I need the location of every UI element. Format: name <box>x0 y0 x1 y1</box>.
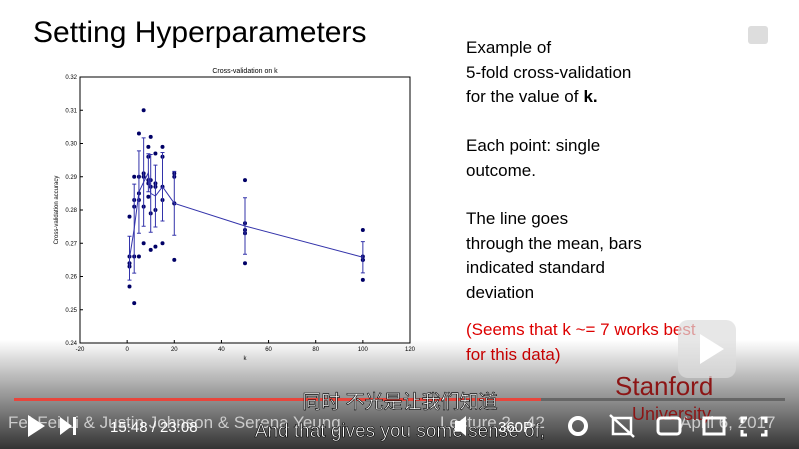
footer-authors: Fei-Fei Li & Justin Johnson & Serena Yeu… <box>8 413 341 432</box>
miniplayer-button[interactable] <box>656 416 682 436</box>
progress-played <box>14 398 541 401</box>
data-point <box>136 254 141 259</box>
data-point <box>160 241 165 246</box>
captions-off-button[interactable] <box>609 414 635 438</box>
y-axis-label: Cross-validation accuracy <box>54 176 60 245</box>
subtitle-en: And that gives you some sense of, <box>255 421 545 442</box>
note-line: Each point: single <box>466 136 601 155</box>
error-bar <box>153 164 158 228</box>
control-gradient <box>0 340 799 449</box>
data-point <box>127 284 132 289</box>
y-tick-label: 0.25 <box>65 308 77 314</box>
settings-button[interactable] <box>568 416 588 436</box>
note-line: The line goes <box>466 209 569 228</box>
error-bar <box>360 241 365 274</box>
data-point <box>146 144 151 149</box>
y-tick-label: 0.30 <box>65 142 77 148</box>
error-bar <box>141 137 146 227</box>
data-point <box>136 131 141 136</box>
quality-button[interactable]: 360P <box>498 419 533 436</box>
next-button[interactable] <box>60 417 76 435</box>
error-bar <box>132 183 137 274</box>
slide-title: Setting Hyperparameters <box>33 16 367 49</box>
error-bar <box>136 150 141 234</box>
y-tick-label: 0.31 <box>65 108 77 114</box>
watermark-play-icon <box>700 334 724 364</box>
bold-k: k. <box>583 87 598 106</box>
chart-title: Cross-validation on k <box>212 68 278 75</box>
note-line: Example of <box>466 38 552 57</box>
help-icon[interactable] <box>748 26 768 44</box>
error-bar <box>243 197 247 255</box>
data-point <box>132 301 137 306</box>
data-point <box>160 144 165 149</box>
note-line: through the mean, bars <box>466 233 642 253</box>
data-point <box>146 194 151 199</box>
note-paragraph: The line goes through the mean, bars indic… <box>466 207 642 305</box>
data-point <box>360 227 365 232</box>
error-bar <box>172 170 177 236</box>
note-line: indicated standard <box>466 258 605 277</box>
data-point <box>153 151 158 156</box>
data-point <box>153 244 158 249</box>
y-tick-label: 0.28 <box>65 208 77 214</box>
data-point <box>127 214 132 219</box>
note-line: deviation <box>466 282 535 302</box>
subtitle-zh: 同时 不光是让我们知道 <box>302 391 497 413</box>
note-line: for the value of k. <box>466 85 631 110</box>
error-bar <box>146 153 151 193</box>
data-point <box>141 241 146 246</box>
footer-school2: University <box>632 404 711 424</box>
volume-button[interactable] <box>455 416 466 436</box>
error-bar <box>127 235 132 281</box>
note-line: 5-fold cross-validation <box>466 62 632 82</box>
time-display: 15:48 / 23:08 <box>110 419 198 436</box>
data-point <box>132 174 137 179</box>
play-button[interactable] <box>28 415 45 437</box>
data-point <box>360 277 365 282</box>
data-point <box>172 257 177 262</box>
note-line: outcome. <box>466 160 536 180</box>
note-paragraph: Each point: single outcome. <box>466 134 600 183</box>
data-point <box>243 178 247 183</box>
note-paragraph: Example of 5-fold cross-validation for the… <box>466 36 631 110</box>
error-bar <box>160 151 165 222</box>
y-tick-label: 0.27 <box>65 241 77 247</box>
theater-button[interactable] <box>702 416 726 436</box>
fullscreen-button[interactable] <box>740 416 768 437</box>
y-tick-label: 0.32 <box>65 75 77 81</box>
data-point <box>148 134 153 139</box>
data-point <box>148 247 153 252</box>
y-tick-label: 0.29 <box>65 175 77 181</box>
footer-lecture: Lecture 2 - 42 <box>440 413 545 432</box>
note-text: for the value of <box>466 87 579 106</box>
red-note-line: (Seems that k ~= 7 works best <box>466 320 696 339</box>
y-tick-label: 0.26 <box>65 275 77 281</box>
data-point <box>243 261 247 266</box>
data-point <box>141 108 146 113</box>
error-bar <box>148 153 153 233</box>
